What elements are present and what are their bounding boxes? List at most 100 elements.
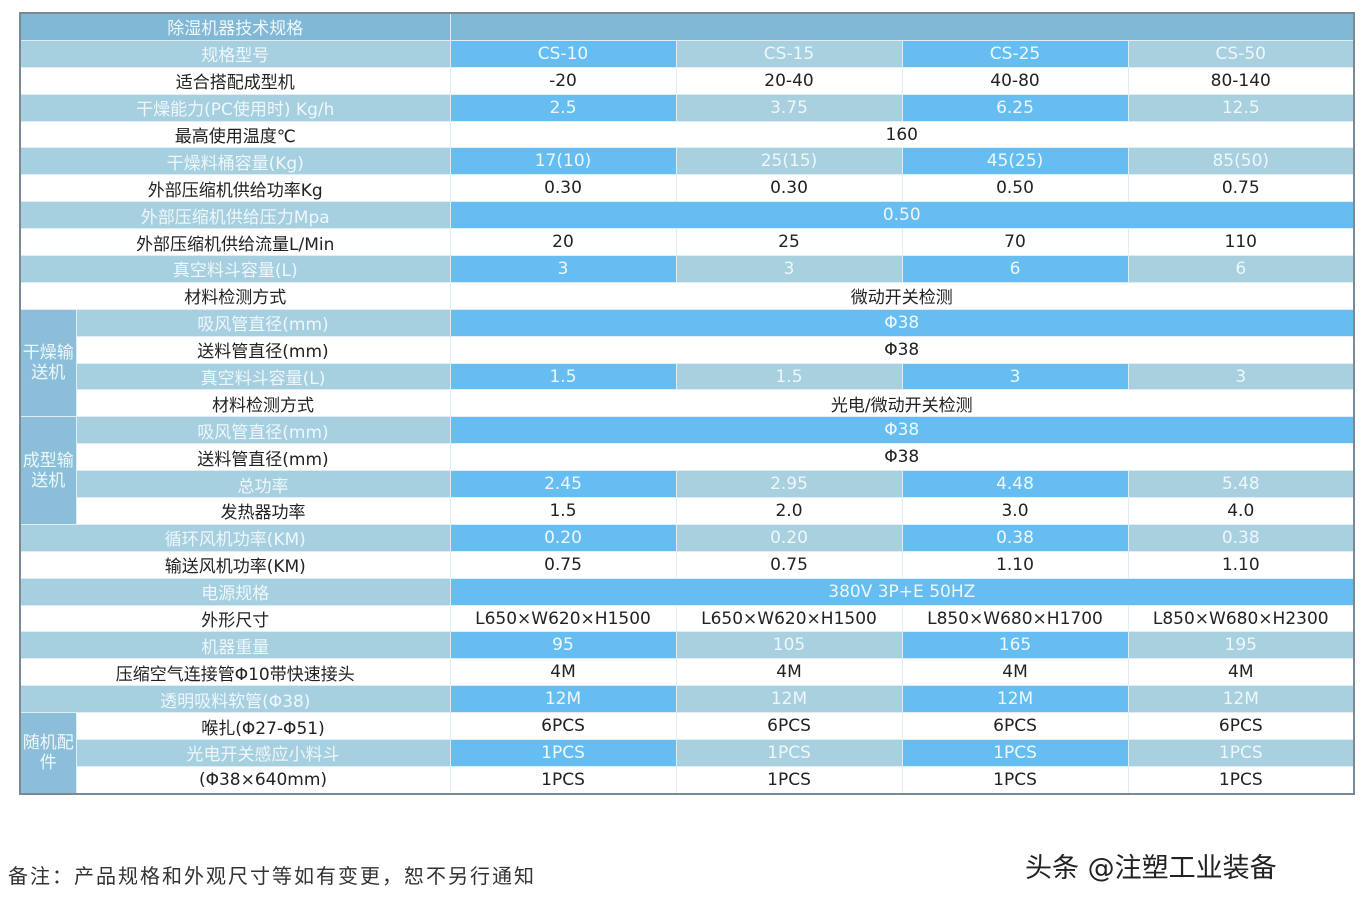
row-label: 吸风管直径(mm) (75, 308, 451, 337)
table-row: 随机配件 喉扎(Φ27-Φ51) 6PCS 6PCS 6PCS 6PCS (19, 712, 1355, 795)
value-cell: 165 (901, 631, 1129, 660)
table-title-row: 除湿机器技术规格 (19, 12, 1355, 41)
value-cell: 3 (675, 255, 903, 283)
table-row: 外形尺寸 L650×W620×H1500 L650×W620×H1500 L850×W… (19, 604, 1355, 633)
row-label: 输送风机功率(KM) (19, 550, 451, 579)
table-row: 最高使用温度℃ 160 (19, 120, 1355, 149)
row-label: 外部压缩机供给压力Mpa (19, 201, 451, 230)
value-cell: 6PCS (449, 712, 677, 741)
value-cell: 2.95 (675, 470, 903, 499)
row-label: 材料检测方式 (19, 281, 451, 310)
value-cell: 6.25 (901, 93, 1129, 122)
title-blank-cell (449, 12, 1355, 41)
value-cell: 6 (901, 255, 1129, 283)
value-cell: 40-80 (901, 66, 1129, 95)
table-row: (Φ38×640mm) 1PCS 1PCS 1PCS 1PCS (20, 765, 1355, 795)
merged-value-cell: Φ38 (449, 335, 1355, 364)
value-cell: 17(10) (449, 147, 677, 176)
value-cell: 5.48 (1127, 470, 1355, 499)
value-cell: 0.30 (675, 174, 903, 203)
merged-value-cell: 380V 3P+E 50HZ (449, 577, 1355, 606)
row-label: 送料管直径(mm) (75, 443, 451, 472)
value-cell: 6PCS (1127, 712, 1355, 741)
value-cell: 4M (675, 658, 903, 687)
value-cell: 105 (675, 631, 903, 660)
value-cell: 1.10 (1127, 550, 1355, 579)
value-cell: L650×W620×H1500 (449, 604, 677, 633)
row-label: 总功率 (75, 470, 451, 499)
row-label: 机器重量 (19, 631, 451, 660)
value-cell: 12.5 (1127, 93, 1355, 122)
row-label: 真空料斗容量(L) (75, 362, 451, 391)
row-label: (Φ38×640mm) (75, 765, 451, 795)
table-row: 外部压缩机供给压力Mpa 0.50 (19, 201, 1355, 230)
spec-table: 除湿机器技术规格 规格型号 CS-10 CS-15 CS-25 CS-50 适合搭配成型机 -… (19, 12, 1355, 795)
table-row: 输送风机功率(KM) 0.75 0.75 1.10 1.10 (19, 550, 1355, 579)
value-cell: 4.0 (1127, 497, 1355, 525)
value-cell: 3 (449, 255, 677, 283)
model-row: 规格型号 CS-10 CS-15 CS-25 CS-50 (19, 39, 1355, 68)
value-cell: 2.0 (675, 497, 903, 525)
value-cell: 0.50 (901, 174, 1129, 203)
value-cell: 25 (675, 228, 903, 257)
value-cell: 45(25) (901, 147, 1129, 176)
table-row: 外部压缩机供给流量L/Min 20 25 70 110 (19, 228, 1355, 257)
row-label: 干燥料桶容量(Kg) (19, 147, 451, 176)
value-cell: 3 (1127, 362, 1355, 391)
row-label: 外部压缩机供给流量L/Min (19, 228, 451, 257)
value-cell: 1.5 (675, 362, 903, 391)
footnote: 备注：产品规格和外观尺寸等如有变更，恕不另行通知 (8, 864, 536, 888)
row-label: 压缩空气连接管Φ10带快速接头 (19, 658, 451, 687)
value-cell: 0.75 (675, 550, 903, 579)
merged-value-cell: 光电/微动开关检测 (449, 389, 1355, 418)
table-title: 除湿机器技术规格 (19, 12, 451, 41)
value-cell: 2.45 (449, 470, 677, 499)
model-cell: CS-10 (449, 39, 677, 68)
value-cell: 6 (1127, 255, 1355, 283)
value-cell: 0.38 (901, 523, 1129, 552)
model-cell: CS-50 (1127, 39, 1355, 68)
value-cell: 6PCS (675, 712, 903, 741)
value-cell: 1PCS (675, 739, 903, 767)
value-cell: 0.20 (675, 523, 903, 552)
merged-value-cell: 微动开关检测 (449, 281, 1355, 310)
value-cell: 12M (675, 685, 903, 714)
value-cell: 1.5 (449, 497, 677, 525)
table-row: 发热器功率 1.5 2.0 3.0 4.0 (20, 497, 1355, 525)
table-row: 送料管直径(mm) Φ38 (20, 443, 1355, 472)
value-cell: 0.75 (1127, 174, 1355, 203)
table-row: 干燥料桶容量(Kg) 17(10) 25(15) 45(25) 85(50) (19, 147, 1355, 176)
table-row: 机器重量 95 105 165 195 (19, 631, 1355, 660)
value-cell: 1PCS (901, 739, 1129, 767)
row-label: 吸风管直径(mm) (75, 416, 451, 445)
row-label: 循环风机功率(KM) (19, 523, 451, 552)
group-label: 干燥输送机 (19, 308, 77, 418)
value-cell: 12M (901, 685, 1129, 714)
table-row: 材料检测方式 光电/微动开关检测 (20, 389, 1355, 418)
value-cell: 3 (901, 362, 1129, 391)
value-cell: 0.38 (1127, 523, 1355, 552)
row-label: 透明吸料软管(Φ38) (19, 685, 451, 714)
table-row: 干燥能力(PC使用时) Kg/h 2.5 3.75 6.25 12.5 (19, 93, 1355, 122)
row-label: 最高使用温度℃ (19, 120, 451, 149)
value-cell: 20 (449, 228, 677, 257)
value-cell: 4M (1127, 658, 1355, 687)
group-label: 成型输送机 (19, 416, 77, 525)
merged-value-cell: Φ38 (449, 308, 1355, 337)
value-cell: 1PCS (449, 765, 677, 795)
value-cell: 195 (1127, 631, 1355, 660)
value-cell: L650×W620×H1500 (675, 604, 903, 633)
merged-value-cell: 160 (449, 120, 1355, 149)
row-label: 干燥能力(PC使用时) Kg/h (19, 93, 451, 122)
value-cell: 1.10 (901, 550, 1129, 579)
row-label: 发热器功率 (75, 497, 451, 525)
row-label: 材料检测方式 (75, 389, 451, 418)
value-cell: 3.0 (901, 497, 1129, 525)
model-cell: CS-25 (901, 39, 1129, 68)
table-row: 光电开关感应小料斗 1PCS 1PCS 1PCS 1PCS (20, 739, 1355, 767)
value-cell: 4M (449, 658, 677, 687)
value-cell: 4M (901, 658, 1129, 687)
table-row: 外部压缩机供给功率Kg 0.30 0.30 0.50 0.75 (19, 174, 1355, 203)
value-cell: 12M (449, 685, 677, 714)
table-row: 真空料斗容量(L) 3 3 6 6 (19, 255, 1355, 283)
